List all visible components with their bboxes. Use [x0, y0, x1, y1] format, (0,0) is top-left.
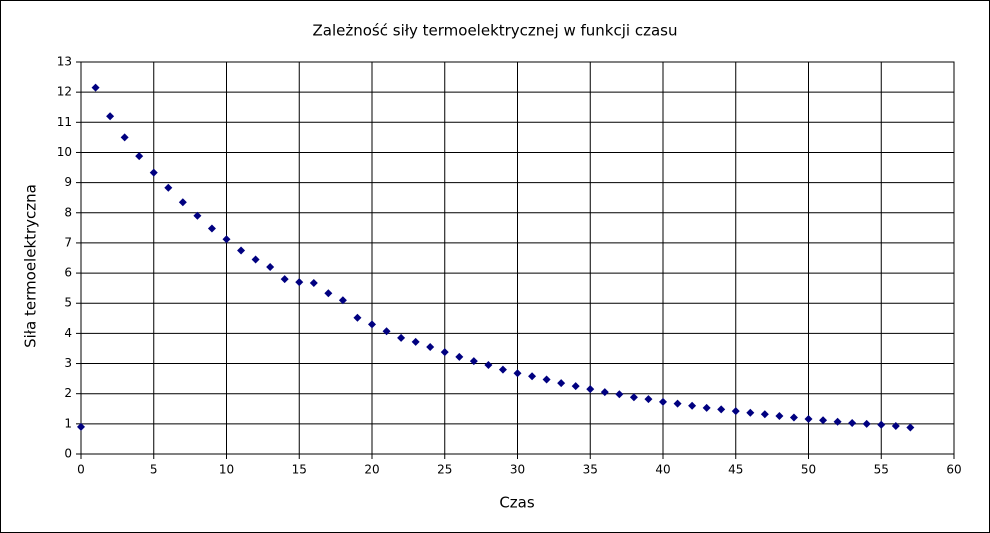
- y-tick-label: 13: [57, 55, 72, 69]
- point: [848, 418, 857, 427]
- point: [833, 417, 842, 426]
- x-tick-label: 35: [583, 463, 598, 477]
- point: [149, 168, 158, 177]
- x-tick-label: 15: [292, 463, 307, 477]
- y-tick-label: 2: [64, 386, 72, 400]
- point: [702, 403, 711, 412]
- point: [804, 415, 813, 424]
- y-tick-label: 10: [57, 145, 72, 159]
- point: [397, 333, 406, 342]
- point: [673, 399, 682, 408]
- x-tick-label: 0: [77, 463, 85, 477]
- point: [717, 405, 726, 414]
- x-tick-label: 25: [437, 463, 452, 477]
- point: [586, 385, 595, 394]
- x-axis-label: Czas: [499, 494, 535, 512]
- point: [382, 327, 391, 336]
- point: [353, 313, 362, 322]
- point: [164, 183, 173, 192]
- point: [513, 369, 522, 378]
- y-axis-label: Siła termoelektryczna: [22, 184, 40, 348]
- y-tick-label: 12: [57, 85, 72, 99]
- point: [760, 410, 769, 419]
- point: [411, 337, 420, 346]
- point: [906, 423, 915, 432]
- point: [542, 375, 551, 384]
- chart-title: Zależność siły termoelektrycznej w funkc…: [313, 22, 678, 40]
- point: [368, 320, 376, 329]
- y-tick-label: 9: [64, 175, 72, 189]
- point: [295, 278, 304, 287]
- point: [222, 235, 231, 244]
- point: [484, 361, 493, 370]
- point: [207, 224, 216, 233]
- point: [455, 352, 464, 361]
- x-tick-label: 30: [510, 463, 525, 477]
- point: [426, 342, 435, 351]
- plot-frame: [80, 61, 955, 455]
- x-tick-label: 55: [874, 463, 889, 477]
- point: [571, 382, 580, 391]
- x-tick-label: 5: [150, 463, 158, 477]
- point: [469, 357, 478, 366]
- point: [659, 397, 667, 406]
- point: [746, 408, 755, 417]
- point: [644, 395, 653, 404]
- point: [440, 348, 449, 357]
- y-tick-label: 6: [64, 266, 72, 280]
- y-tick-label: 3: [64, 356, 72, 370]
- y-tick-label: 1: [64, 416, 72, 430]
- x-tick-label: 50: [801, 463, 816, 477]
- point: [862, 419, 871, 428]
- point: [251, 255, 260, 264]
- point: [615, 390, 624, 399]
- point: [557, 379, 566, 388]
- y-tick-label: 8: [64, 205, 72, 219]
- point: [600, 388, 609, 397]
- y-tick-label: 7: [64, 235, 72, 249]
- point: [775, 412, 784, 421]
- point: [324, 289, 333, 298]
- point: [120, 133, 129, 142]
- point: [91, 83, 100, 92]
- point: [309, 279, 318, 288]
- point: [178, 198, 187, 207]
- y-tick-label: 4: [64, 326, 72, 340]
- point: [193, 211, 202, 220]
- point: [266, 263, 275, 272]
- x-tick-label: 45: [728, 463, 743, 477]
- point: [106, 112, 115, 121]
- point: [629, 393, 638, 402]
- point: [877, 420, 886, 429]
- y-tick-label: 11: [57, 115, 72, 129]
- point: [77, 422, 85, 431]
- point: [498, 365, 507, 374]
- y-tick-label: 0: [64, 447, 72, 461]
- point: [891, 421, 900, 430]
- point: [789, 413, 798, 422]
- point: [135, 152, 144, 161]
- point: [731, 407, 740, 416]
- point: [338, 296, 347, 305]
- x-tick-label: 60: [946, 463, 961, 477]
- x-tick-label: 20: [364, 463, 379, 477]
- y-tick-label: 5: [64, 296, 72, 310]
- point: [280, 275, 289, 284]
- point: [528, 372, 537, 381]
- x-tick-label: 40: [655, 463, 670, 477]
- point: [237, 246, 246, 255]
- point: [819, 416, 828, 425]
- point: [688, 401, 697, 410]
- x-tick-label: 10: [219, 463, 234, 477]
